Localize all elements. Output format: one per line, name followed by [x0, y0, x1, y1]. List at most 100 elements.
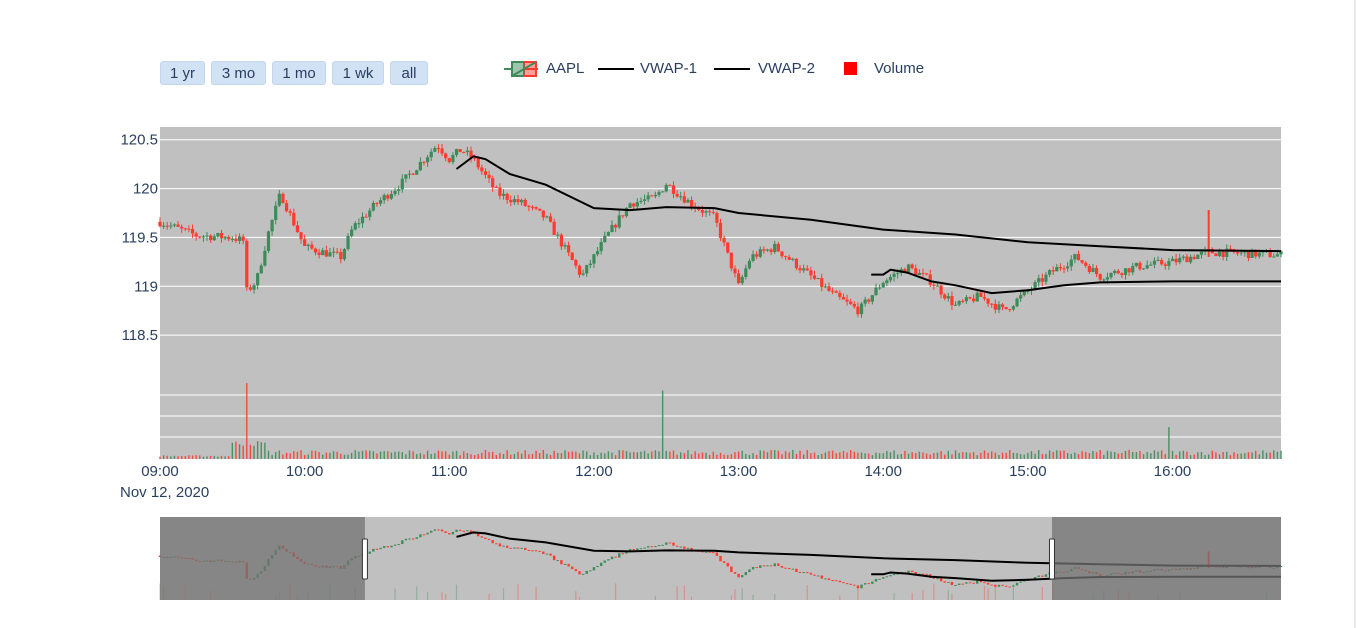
candle-body — [957, 300, 961, 305]
volume-bar — [369, 450, 371, 459]
rangeslider-candle — [495, 543, 498, 545]
legend-item-vwap-2[interactable]: VWAP-2 — [712, 58, 822, 80]
volume-bar — [643, 450, 646, 459]
volume-bar — [802, 454, 805, 459]
rangeslider-candle — [581, 573, 585, 575]
volume-bar — [1001, 452, 1004, 459]
candle-body — [809, 270, 813, 276]
candle-body — [997, 304, 1001, 310]
volume-bar — [253, 445, 255, 459]
legend-item-aapl[interactable]: AAPL — [500, 58, 590, 80]
volume-bar — [1009, 450, 1011, 459]
volume-bar — [611, 452, 613, 459]
candle-body — [925, 273, 929, 275]
range-3mo-button[interactable]: 3 mo — [211, 61, 266, 85]
rangeslider-candle — [1127, 572, 1131, 574]
rangeslider-candle — [383, 546, 386, 548]
rangeslider-volume — [329, 583, 331, 600]
legend-item-vwap-1[interactable]: VWAP-1 — [596, 58, 706, 80]
rangeslider-volume — [987, 588, 989, 600]
candle-body — [516, 199, 520, 203]
rangeslider-candle — [650, 546, 653, 548]
rangeslider-handle-right[interactable] — [1048, 538, 1055, 580]
candle-body — [548, 216, 553, 222]
rangeslider-candle — [574, 569, 578, 572]
rangeslider-volume — [445, 594, 447, 600]
candle-body — [1174, 258, 1178, 263]
candle-body — [1055, 267, 1059, 272]
volume-bar — [752, 453, 754, 459]
candle-body — [1170, 258, 1175, 262]
rangeslider-candle — [498, 543, 502, 547]
candle-body — [512, 199, 516, 203]
candle-body — [382, 195, 386, 201]
rangeslider-candle — [176, 556, 180, 558]
rangeslider-candle — [1160, 569, 1163, 571]
rangeslider-handle-left[interactable] — [361, 538, 368, 580]
rangeslider-candle — [679, 546, 682, 548]
volume-bar — [202, 456, 205, 459]
volume-bar — [564, 450, 566, 459]
candle-body — [425, 157, 430, 163]
volume-bar — [842, 450, 845, 459]
rangeslider-candle — [187, 557, 191, 559]
volume-bar — [951, 454, 953, 459]
rangeslider-volume — [354, 586, 356, 600]
candle-body — [812, 275, 817, 279]
volume-bar — [506, 450, 508, 459]
candle-body — [266, 231, 271, 251]
legend-item-volume[interactable]: Volume — [838, 58, 938, 80]
volume-bar — [589, 455, 592, 459]
volume-bar — [730, 454, 733, 459]
candle-body — [545, 216, 549, 218]
range-1yr-button[interactable]: 1 yr — [160, 61, 205, 85]
volume-bar — [857, 452, 859, 459]
rangeslider-candle — [1221, 566, 1225, 569]
rangeslider-candle — [903, 572, 907, 574]
candle-body — [990, 303, 994, 305]
volume-bar — [1204, 455, 1206, 459]
rangeslider-candle — [585, 570, 588, 574]
candle-body — [816, 278, 820, 280]
rangeslider-volume — [690, 596, 693, 600]
candle-body — [939, 285, 943, 295]
rangeslider-candle — [1124, 572, 1127, 575]
rangeslider-candle — [791, 568, 795, 570]
candle-body — [870, 295, 874, 302]
volume-bar — [1117, 453, 1119, 459]
candle-body — [1084, 262, 1088, 266]
range-1mo-button[interactable]: 1 mo — [272, 61, 326, 85]
rangeslider-candle — [813, 574, 816, 576]
candle-body — [162, 225, 166, 227]
volume-bar — [246, 383, 248, 459]
x-tick-label: 12:00 — [575, 463, 613, 480]
candle-body — [1279, 251, 1283, 255]
rangeslider-volume — [159, 583, 161, 600]
rangeslider-candle — [1240, 566, 1243, 568]
volume-bar — [712, 451, 714, 459]
volume-bar — [553, 450, 555, 459]
candle-body — [454, 149, 459, 156]
range-all-button[interactable]: all — [390, 61, 428, 85]
rangeslider-candle — [1098, 574, 1102, 577]
volume-bar — [1164, 454, 1166, 459]
rangeslider-candle — [166, 556, 169, 558]
candle-body — [863, 299, 867, 304]
volume-bar — [1258, 454, 1261, 459]
rangeslider-candle — [896, 573, 899, 575]
rangeslider-candle — [1012, 585, 1015, 587]
rangeslider-candle — [614, 556, 617, 558]
volume-bar — [893, 450, 895, 459]
volume-bar — [1193, 454, 1195, 459]
rangeslider-candle — [636, 548, 639, 551]
rangeslider-candle — [1091, 571, 1095, 574]
candle-body — [896, 272, 900, 274]
volume-bar — [531, 453, 534, 459]
volume-bar — [770, 450, 772, 459]
rangeslider-candle — [198, 560, 201, 562]
range-1wk-button[interactable]: 1 wk — [332, 61, 384, 85]
rangeslider-candle — [820, 575, 823, 579]
rangeslider-candle — [719, 555, 722, 562]
volume-bar — [1254, 450, 1257, 459]
range-slider[interactable] — [158, 517, 1283, 600]
